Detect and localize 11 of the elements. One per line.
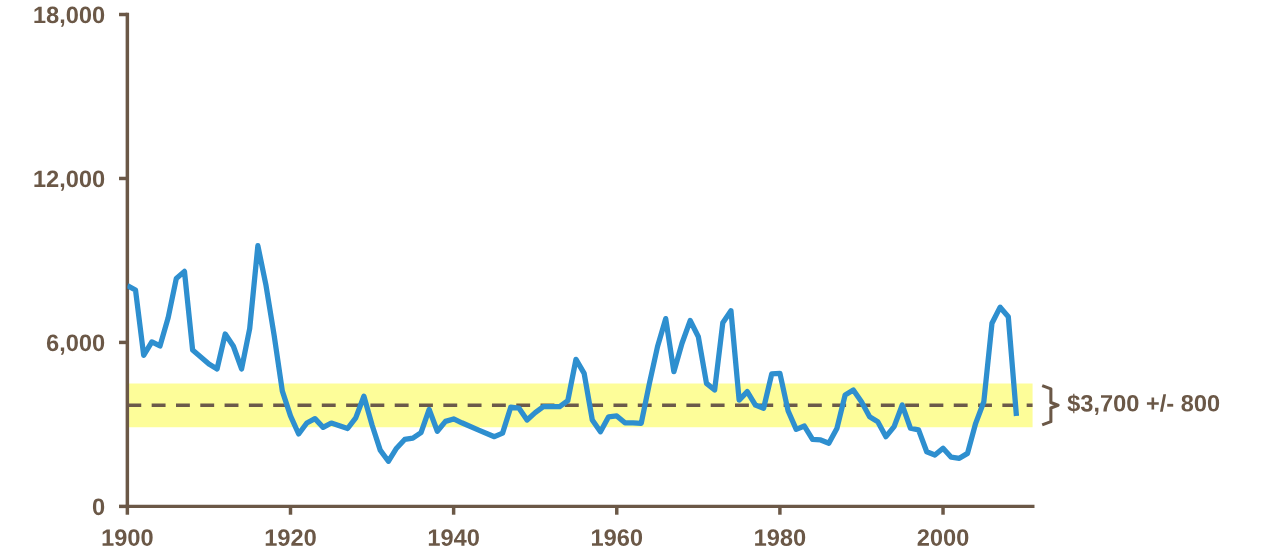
x-tick-label: 1940 [428, 529, 479, 546]
x-tick-label: 1960 [591, 529, 643, 546]
y-tick-label: 12,000 [34, 170, 105, 191]
ref-line-label: $3,700 +/- 800 [1067, 393, 1220, 416]
y-tick-label: 6,000 [46, 334, 105, 355]
x-tick-label: 1920 [265, 529, 316, 546]
x-tick-label: 2000 [917, 529, 969, 546]
x-tick-label: 1900 [102, 529, 153, 546]
y-tick-label: 18,000 [34, 6, 105, 27]
y-tick-label: 0 [92, 498, 105, 516]
x-tick-label: 1980 [755, 529, 806, 546]
